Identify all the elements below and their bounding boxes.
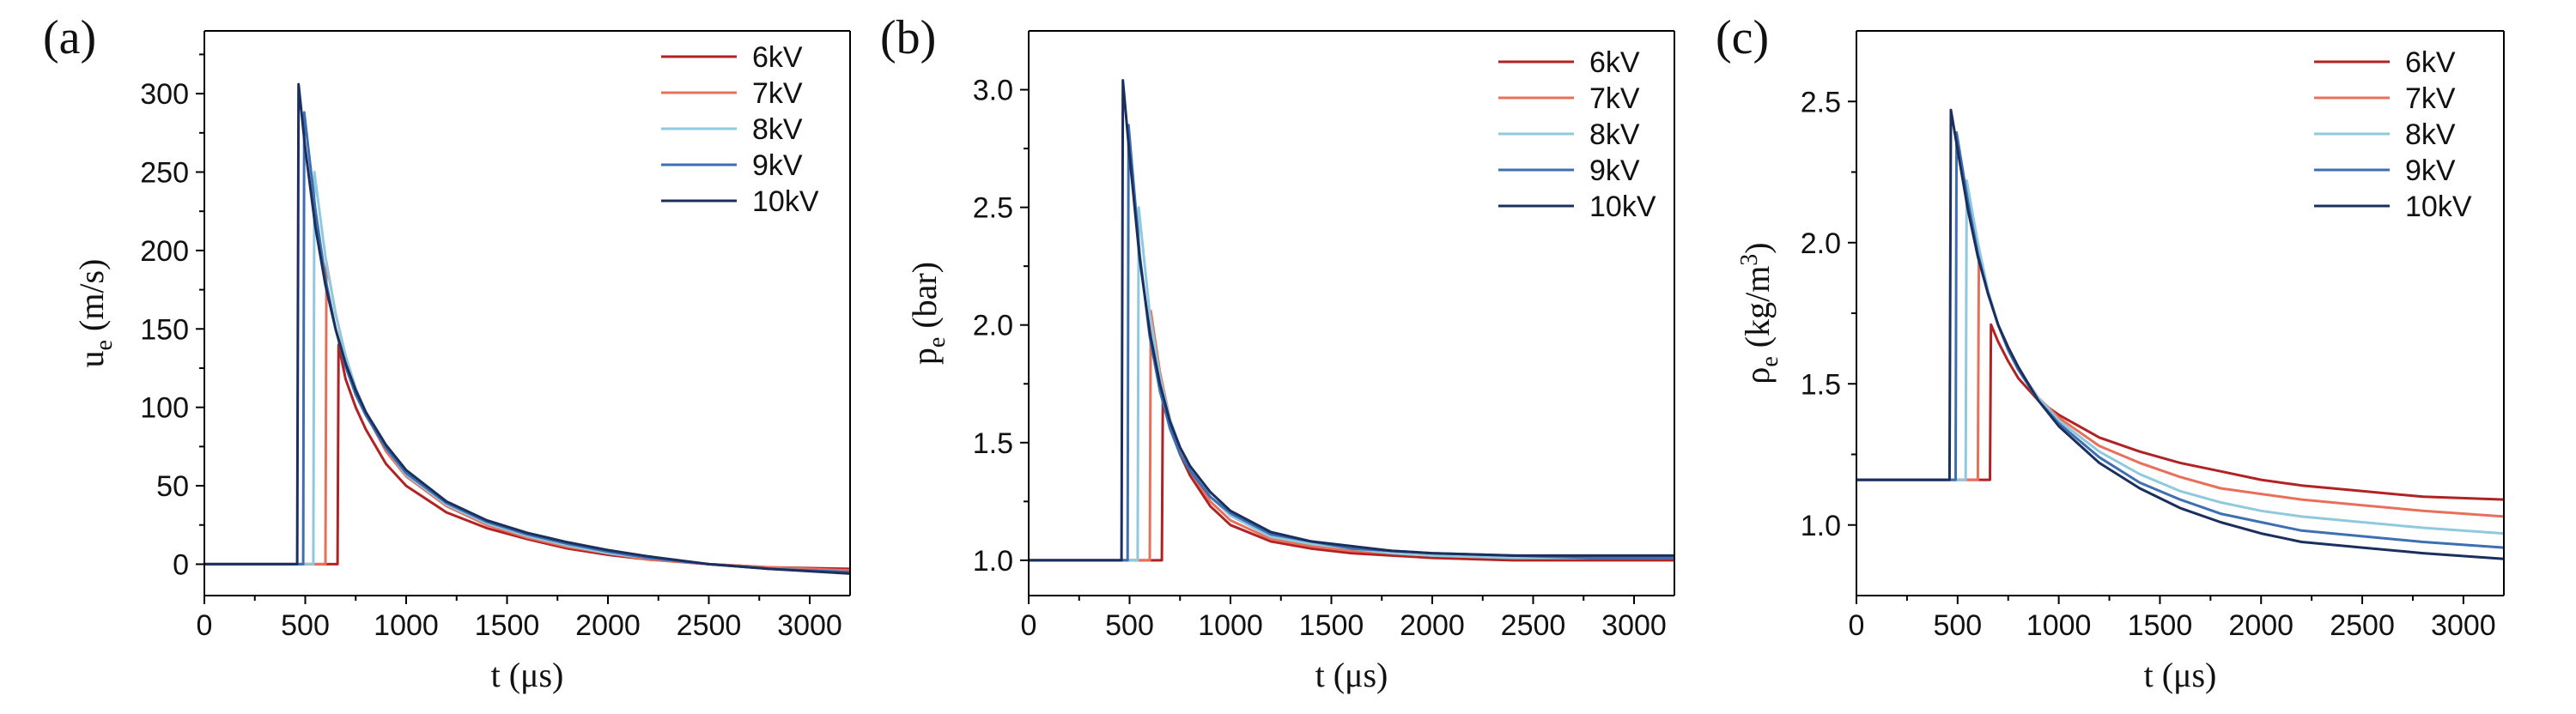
y-tick-label: 2.5: [973, 192, 1013, 225]
chart-panel-3: (c) 0 500 1000 1500 2000 2500 3000 1.0 1.5 2.0 2.5 t…: [1716, 11, 2505, 694]
y-tick-label: 2.0: [1801, 227, 1841, 260]
series-line-10kV: [1029, 79, 1674, 562]
legend-label-7kV: 7kV: [752, 77, 803, 110]
x-axis-label: t (μs): [1315, 656, 1388, 694]
y-tick-label: 200: [140, 235, 189, 268]
y-axis-label-symbol: ρ: [1738, 367, 1777, 384]
panel-label: (b): [880, 11, 936, 64]
chart-panel-2: (b) 0 500 1000 1500 2000 2500 3000 1.0 1.5 2.0 2.5 3…: [880, 11, 1675, 694]
y-tick-label: 100: [140, 392, 189, 425]
series-group: [204, 82, 850, 575]
y-tick-label: 0: [173, 548, 189, 581]
legend-label-9kV: 9kV: [1589, 154, 1640, 187]
legend-label-7kV: 7kV: [1589, 82, 1640, 115]
y-axis-label-symbol: p: [905, 348, 944, 365]
series-line-7kV: [1029, 309, 1674, 562]
panel-label: (c): [1716, 11, 1769, 64]
legend-label-9kV: 9kV: [752, 149, 803, 182]
series-line-10kV: [1856, 108, 2504, 560]
legend-label-10kV: 10kV: [752, 185, 819, 218]
y-axis-label-subscript: e: [91, 340, 118, 350]
y-tick-label: 50: [156, 470, 189, 503]
x-tick-label: 2500: [1501, 609, 1566, 642]
x-tick-label: 500: [1105, 609, 1154, 642]
series-line-6kV: [1856, 323, 2504, 501]
y-tick-label: 250: [140, 157, 189, 190]
x-tick-label: 500: [281, 609, 330, 642]
y-axis-label: ue (m/s): [72, 259, 118, 368]
x-tick-label: 2000: [1400, 609, 1465, 642]
chart-panel-1: (a) 0 500 1000 1500 2000 2500 3000 0 50 100 150 200 2…: [43, 11, 851, 694]
legend-label-6kV: 6kV: [2405, 46, 2456, 79]
legend-label-8kV: 8kV: [1589, 118, 1640, 151]
x-tick-label: 3000: [1601, 609, 1667, 642]
y-tick-label: 300: [140, 78, 189, 111]
series-line-9kV: [1029, 124, 1674, 562]
y-axis-label-unit: (bar): [905, 262, 944, 337]
series-line-7kV: [204, 262, 850, 572]
x-tick-label: 3000: [2431, 609, 2496, 642]
y-tick-label: 2.5: [1801, 86, 1841, 118]
x-tick-label: 1500: [1299, 609, 1364, 642]
x-tick-label: 1500: [2128, 609, 2193, 642]
x-tick-label: 1000: [374, 609, 439, 642]
x-axis-label: t (μs): [491, 656, 564, 694]
x-tick-label: 1500: [475, 609, 540, 642]
x-tick-label: 2500: [677, 609, 742, 642]
series-line-6kV: [1029, 390, 1674, 562]
y-tick-label: 3.0: [973, 75, 1013, 107]
series-line-9kV: [204, 111, 850, 574]
series-group: [1856, 108, 2504, 560]
y-axis-label-superscript: 3: [1736, 254, 1763, 266]
x-tick-label: 2500: [2330, 609, 2395, 642]
y-axis-label-symbol: u: [72, 350, 111, 367]
x-tick-label: 3000: [777, 609, 842, 642]
y-axis-label: pe (bar): [905, 262, 951, 365]
y-tick-label: 150: [140, 313, 189, 346]
y-axis-label-close: ): [1738, 242, 1777, 253]
x-tick-label: 1000: [1198, 609, 1263, 642]
legend-label-6kV: 6kV: [752, 41, 803, 74]
legend-label-10kV: 10kV: [2405, 191, 2472, 223]
series-line-7kV: [1856, 255, 2504, 518]
panel-label: (a): [43, 11, 96, 64]
x-tick-label: 1000: [2026, 609, 2092, 642]
legend-label-7kV: 7kV: [2405, 82, 2456, 115]
y-axis-label-unit: (kg/m: [1738, 266, 1777, 357]
y-tick-label: 1.5: [1801, 368, 1841, 401]
x-tick-label: 0: [1021, 609, 1037, 642]
x-tick-label: 2000: [2228, 609, 2293, 642]
y-tick-label: 1.0: [1801, 510, 1841, 542]
series-line-8kV: [204, 171, 850, 574]
y-axis-label-subscript: e: [924, 337, 951, 348]
x-axis-label: t (μs): [2144, 656, 2217, 694]
y-tick-label: 1.0: [973, 545, 1013, 578]
legend-label-9kV: 9kV: [2405, 154, 2456, 187]
x-tick-label: 2000: [575, 609, 641, 642]
series-line-10kV: [204, 82, 850, 575]
series-line-8kV: [1856, 178, 2504, 536]
legend-label-6kV: 6kV: [1589, 46, 1640, 79]
y-tick-label: 2.0: [973, 310, 1013, 342]
y-tick-label: 1.5: [973, 427, 1013, 460]
legend-label-10kV: 10kV: [1589, 191, 1656, 223]
y-axis-label-unit: (m/s): [72, 259, 111, 340]
legend-label-8kV: 8kV: [2405, 118, 2456, 151]
y-axis-label: ρe (kg/m3): [1736, 242, 1783, 384]
series-group: [1029, 79, 1674, 562]
x-tick-label: 0: [1849, 609, 1865, 642]
x-tick-label: 0: [197, 609, 213, 642]
legend-label-8kV: 8kV: [752, 113, 803, 146]
y-axis-label-subscript: e: [1757, 356, 1783, 366]
x-tick-label: 500: [1933, 609, 1982, 642]
series-line-8kV: [1029, 206, 1674, 562]
